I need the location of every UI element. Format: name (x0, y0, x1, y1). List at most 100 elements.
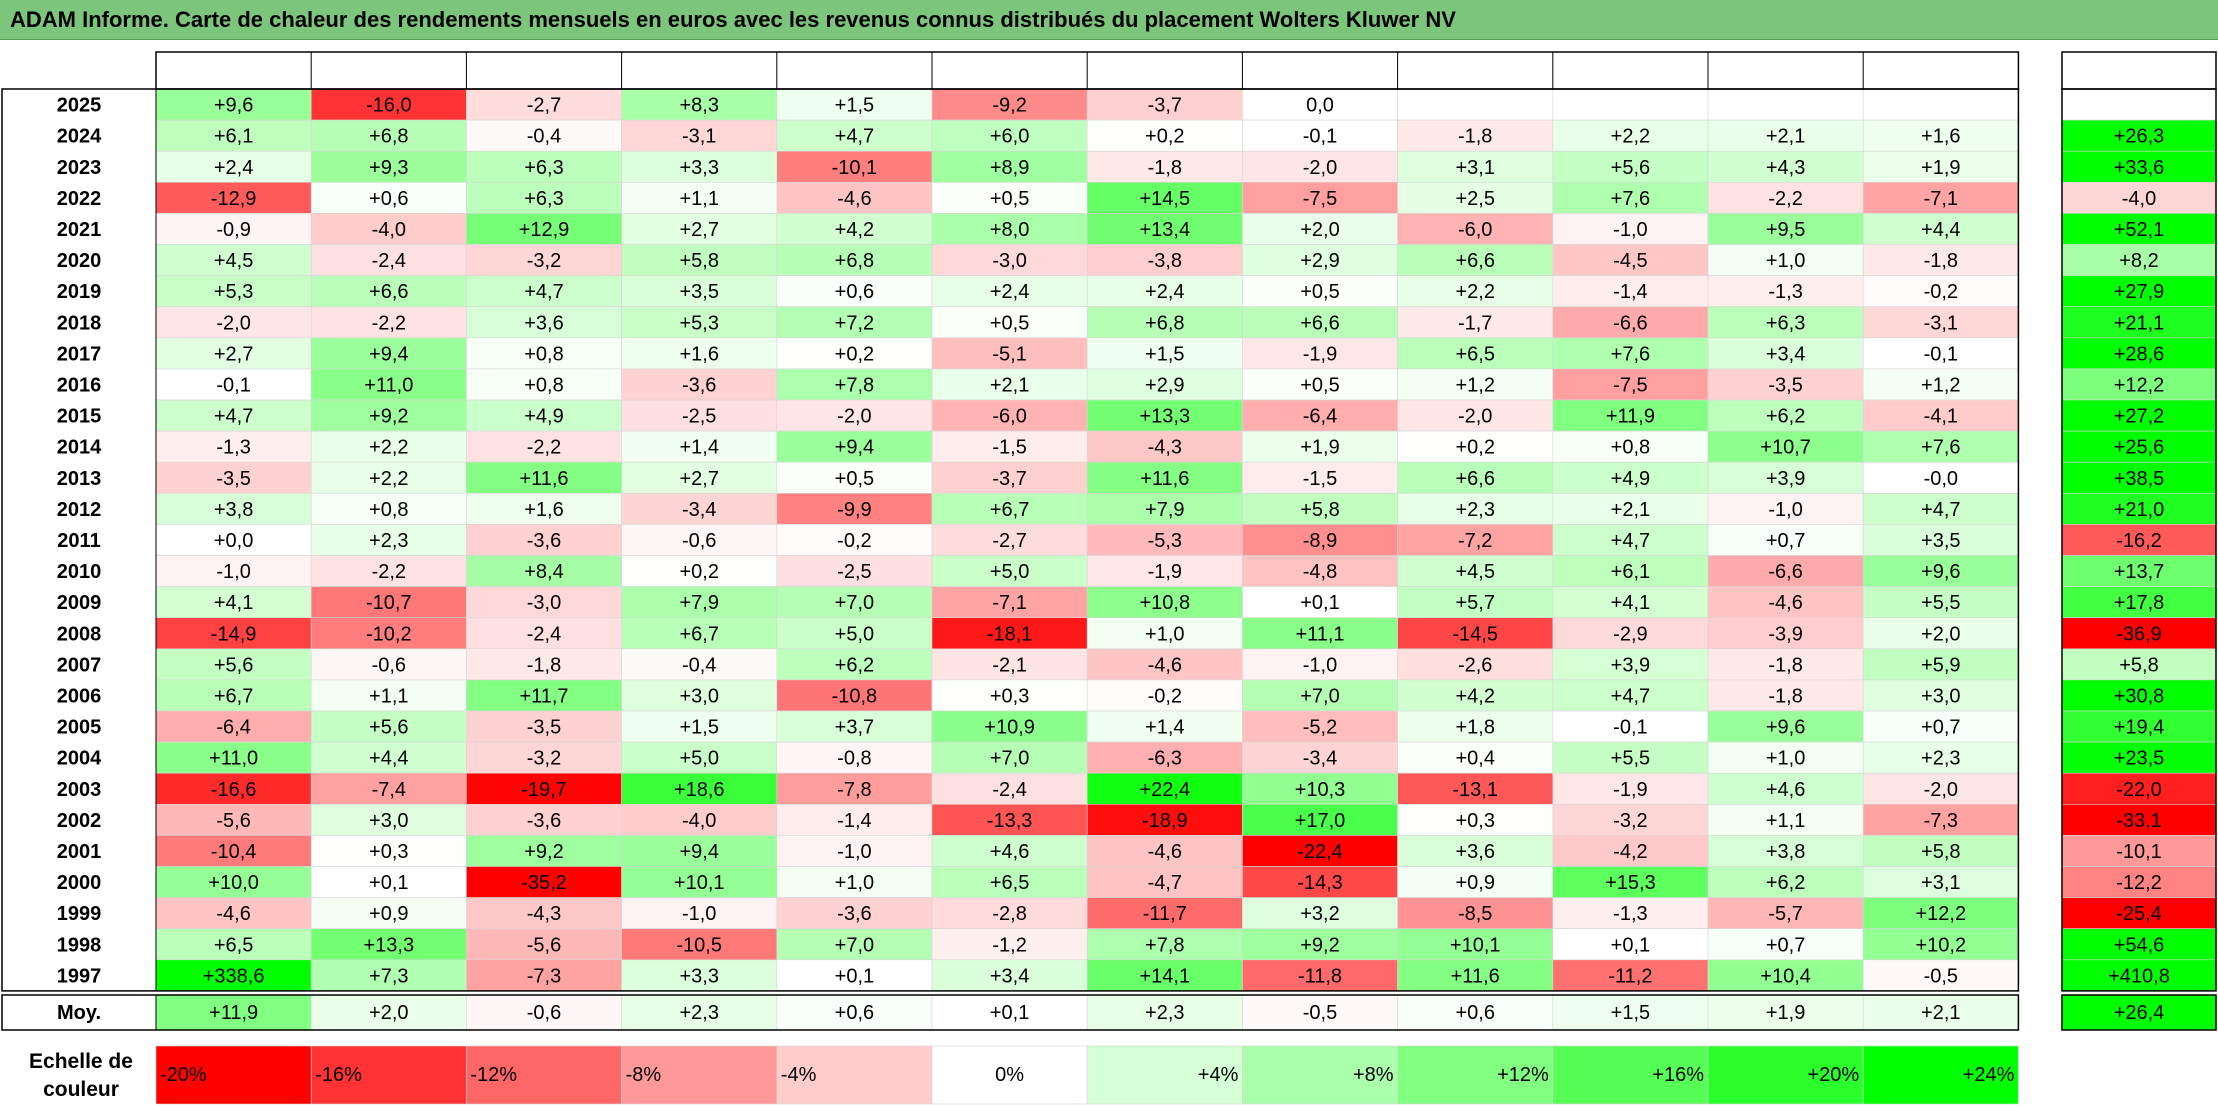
annual-value: +13,7 (2114, 561, 2165, 583)
heatmap-cell (1862, 213, 2019, 245)
annual-value: -16,2 (2116, 530, 2162, 552)
heatmap-cell (1242, 524, 1398, 556)
cell-value: +1,9 (1921, 157, 1960, 179)
heatmap-cell (931, 88, 1088, 121)
heatmap-cell (776, 399, 933, 432)
cell-value: +18,6 (674, 779, 725, 801)
annual-value: +19,4 (2114, 717, 2165, 739)
annual-cell (2061, 88, 2217, 121)
cell-value: -2,7 (992, 530, 1026, 552)
cell-value: +0,3 (369, 841, 408, 863)
heatmap-cell (621, 492, 778, 525)
heatmap-cell (310, 337, 467, 370)
cell-value: +10,1 (674, 872, 725, 894)
cell-value: -1,8 (1148, 157, 1182, 179)
cell-value: +5,6 (214, 654, 253, 676)
heatmap-cell (1552, 430, 1709, 463)
heatmap-cell (1397, 835, 1554, 867)
annual-cell (2061, 430, 2217, 463)
average-cell (1707, 994, 1864, 1031)
cell-value: +0,3 (1455, 810, 1494, 832)
cell-value: -3,4 (682, 499, 716, 521)
annual-cell (2061, 213, 2217, 245)
heatmap-cell (621, 897, 778, 929)
heatmap-cell (1552, 88, 1709, 121)
cell-value: +7,9 (679, 592, 718, 614)
cell-value: -7,3 (527, 965, 561, 987)
year-label: 1997 (57, 965, 102, 987)
cell-value: -7,2 (1458, 530, 1492, 552)
year-label: 2009 (57, 592, 102, 614)
heatmap-cell (1707, 430, 1864, 463)
cell-value: -3,6 (527, 530, 561, 552)
color-scale-swatch (1086, 1045, 1243, 1105)
heatmap-cell (1862, 399, 2019, 432)
year-label: 2022 (57, 188, 102, 210)
annual-value: -10,1 (2116, 841, 2162, 863)
cell-value: -1,3 (216, 437, 250, 459)
cell-value: +17,0 (1295, 810, 1346, 832)
heatmap-cell (155, 617, 312, 650)
cell-value: +3,6 (524, 312, 563, 334)
cell-value: -4,6 (216, 903, 250, 925)
cell-value: +9,4 (835, 437, 874, 459)
cell-value: -3,7 (1148, 95, 1182, 117)
cell-value: +7,0 (990, 748, 1029, 770)
heatmap-cell (155, 275, 312, 308)
cell-value: +5,0 (679, 748, 718, 770)
heatmap-cell (621, 368, 778, 401)
cell-value: +1,0 (835, 872, 874, 894)
heatmap-cell (310, 182, 467, 214)
heatmap-cell (466, 524, 622, 556)
heatmap-cell (1552, 959, 1709, 992)
cell-value: -1,3 (1613, 903, 1647, 925)
cell-value: +1,2 (1921, 374, 1960, 396)
cell-value: -5,6 (216, 810, 250, 832)
cell-value: +11,6 (1140, 468, 1189, 490)
heatmap-cell (1552, 803, 1709, 836)
heatmap-cell (931, 182, 1088, 214)
cell-value: +3,5 (1921, 530, 1960, 552)
cell-value: +4,5 (214, 250, 253, 272)
cell-value: +3,6 (1455, 841, 1494, 863)
cell-value: -1,5 (992, 437, 1026, 459)
heatmap-cell (310, 399, 467, 432)
cell-value: -2,0 (1458, 406, 1492, 428)
heatmap-cell (1397, 492, 1554, 525)
cell-value: -14,5 (1452, 623, 1498, 645)
annual-value: +33,6 (2114, 157, 2165, 179)
cell-value: -1,2 (992, 934, 1026, 956)
cell-value: +1,4 (679, 437, 718, 459)
year-label: 2015 (57, 406, 102, 428)
heatmap-cell (466, 492, 622, 525)
annual-value: +30,8 (2114, 685, 2165, 707)
cell-value: -4,6 (1148, 841, 1182, 863)
cell-value: +0,7 (1766, 530, 1805, 552)
cell-value: +0,3 (990, 685, 1029, 707)
cell-value: -0,8 (837, 748, 871, 770)
cell-value: +1,1 (369, 685, 408, 707)
cell-value: -10,4 (211, 841, 257, 863)
cell-value: +9,4 (679, 841, 718, 863)
cell-value: -1,4 (1613, 281, 1647, 303)
heatmap-cell (1707, 306, 1864, 339)
heatmap-cell (1086, 648, 1243, 681)
heatmap-cell (155, 213, 312, 245)
heatmap-cell (1707, 648, 1864, 681)
cell-value: -3,0 (527, 592, 561, 614)
cell-value: +1,6 (1921, 126, 1960, 148)
cell-value: +6,8 (835, 250, 874, 272)
heatmap-frame (1, 51, 2217, 1031)
cell-value: -5,7 (1768, 903, 1802, 925)
heatmap-cell (931, 150, 1088, 183)
heatmap-cell (310, 710, 467, 743)
heatmap-cell (1552, 710, 1709, 743)
cell-value: +4,9 (524, 406, 563, 428)
cell-value: +3,4 (990, 965, 1029, 987)
color-scale-label: Echelle de (29, 1050, 133, 1073)
cell-value: -3,2 (1613, 810, 1647, 832)
cell-value: +2,7 (679, 219, 718, 241)
cell-value: +4,6 (1766, 779, 1805, 801)
average-cell (155, 994, 312, 1031)
cell-value: -2,4 (527, 623, 561, 645)
